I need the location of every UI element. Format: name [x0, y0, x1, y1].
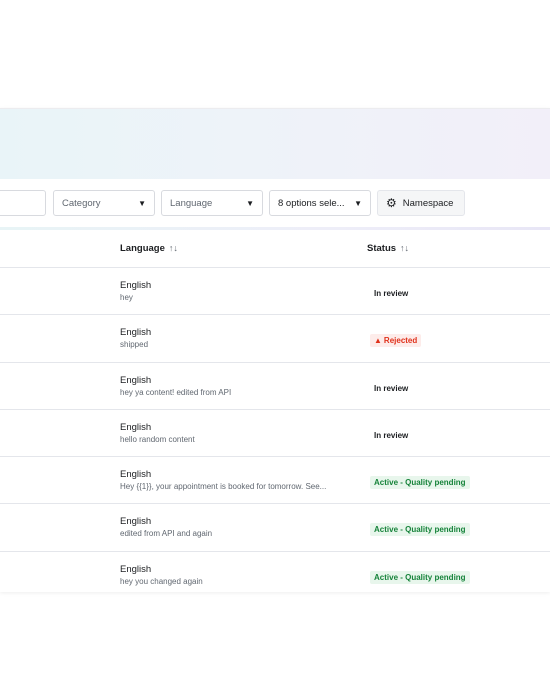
section-divider [0, 227, 550, 230]
content-preview: hey ya content! edited from API [120, 387, 232, 397]
header-banner [0, 109, 550, 179]
search-input[interactable] [0, 190, 46, 216]
status-badge: Active - Quality pending [370, 476, 470, 490]
language-cell: English hey [120, 280, 360, 304]
status-badge: In review [374, 430, 409, 440]
status-options-label: 8 options sele... [278, 197, 345, 209]
status-badge: In review [374, 383, 409, 393]
table-row[interactable]: English shipped ▲ Rejected [0, 315, 550, 363]
language-cell: English hello random content [120, 422, 360, 446]
status-badge: ▲ Rejected [370, 334, 422, 348]
namespace-button-label: Namespace [402, 197, 454, 209]
content-preview: hey you changed again [120, 576, 203, 586]
table-row[interactable]: English hey you changed again Active - Q… [0, 552, 550, 592]
language-dropdown[interactable]: Language ▼ [161, 190, 263, 216]
content-preview: edited from API and again [120, 529, 213, 539]
status-cell: ▲ Rejected [370, 330, 422, 348]
column-header-status[interactable]: Status ↑↓ [367, 243, 409, 254]
status-cell: In review [370, 425, 412, 443]
column-header-language-label: Language [120, 243, 165, 254]
sort-arrows-icon[interactable]: ↑↓ [168, 243, 178, 253]
templates-panel: Category ▼ Language ▼ 8 options sele... … [0, 108, 550, 592]
language-name: English [120, 374, 152, 386]
column-header-status-label: Status [367, 243, 397, 254]
column-header-language[interactable]: Language ↑↓ [120, 243, 178, 254]
status-options-dropdown[interactable]: 8 options sele... ▼ [269, 190, 371, 216]
content-preview: hello random content [120, 434, 195, 444]
templates-table: Language ↑↓ Status ↑↓ English hey In revie… [0, 230, 550, 592]
language-name: English [120, 469, 152, 481]
content-preview: hey [120, 293, 133, 302]
language-name: English [120, 563, 152, 575]
table-row[interactable]: English hello random content In review [0, 410, 550, 458]
status-cell: In review [370, 378, 412, 396]
language-name: English [120, 327, 152, 339]
category-dropdown[interactable]: Category ▼ [53, 190, 155, 216]
language-cell: English edited from API and again [120, 516, 360, 540]
language-cell: English hey ya content! edited from API [120, 375, 360, 399]
gear-icon: ⚙ [386, 196, 397, 210]
content-preview: Hey {{1}}, your appointment is booked fo… [120, 482, 327, 492]
language-cell: English Hey {{1}}, your appointment is b… [120, 469, 360, 493]
table-header: Language ↑↓ Status ↑↓ [0, 230, 550, 268]
table-row[interactable]: English hey In review [0, 268, 550, 316]
status-cell: Active - Quality pending [370, 567, 470, 585]
language-dropdown-label: Language [170, 197, 213, 209]
table-row[interactable]: English Hey {{1}}, your appointment is b… [0, 457, 550, 505]
language-name: English [120, 516, 152, 528]
language-name: English [120, 280, 152, 291]
caret-down-icon: ▼ [138, 198, 146, 208]
status-badge: In review [374, 289, 409, 298]
table-row[interactable]: English edited from API and again Active… [0, 504, 550, 552]
status-cell: Active - Quality pending [370, 472, 470, 490]
sort-arrows-icon[interactable]: ↑↓ [400, 243, 410, 253]
status-badge: Active - Quality pending [370, 570, 470, 584]
namespace-button[interactable]: ⚙ Namespace [377, 190, 465, 216]
status-cell: Active - Quality pending [370, 519, 470, 537]
status-badge: Active - Quality pending [370, 523, 470, 537]
language-name: English [120, 421, 152, 433]
caret-down-icon: ▼ [354, 198, 362, 208]
caret-down-icon: ▼ [246, 198, 254, 208]
status-badge-label: Rejected [383, 336, 418, 346]
language-cell: English shipped [120, 327, 360, 351]
warning-triangle-icon: ▲ [374, 336, 382, 346]
category-dropdown-label: Category [62, 197, 101, 209]
content-preview: shipped [120, 340, 149, 350]
filter-bar: Category ▼ Language ▼ 8 options sele... … [0, 190, 550, 218]
status-cell: In review [370, 283, 412, 301]
language-cell: English hey you changed again [120, 564, 360, 588]
table-row[interactable]: English hey ya content! edited from API … [0, 363, 550, 410]
